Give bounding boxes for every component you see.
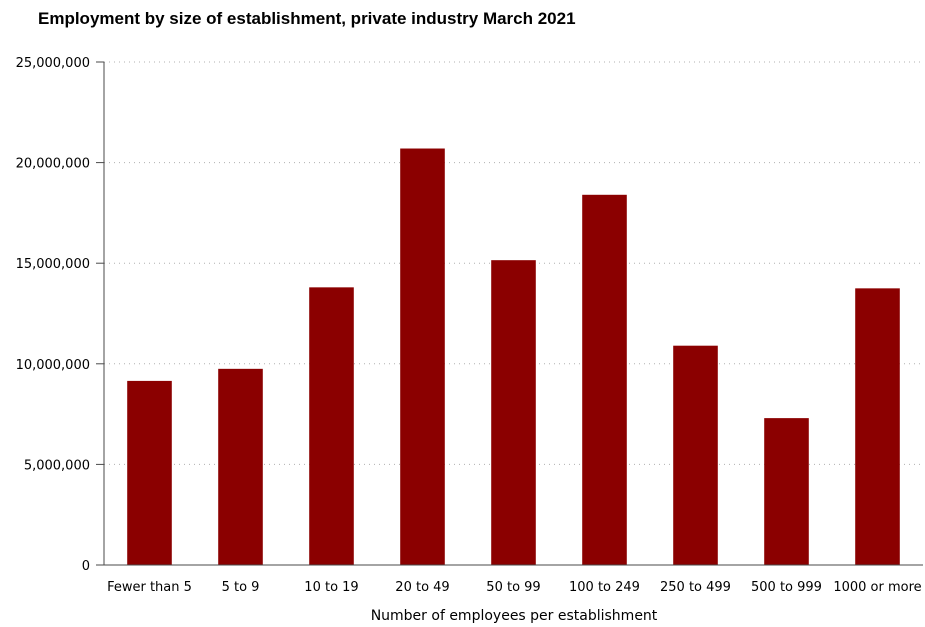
x-tick-label: 250 to 499 bbox=[660, 580, 731, 595]
bar bbox=[127, 380, 172, 565]
x-tick-label: Fewer than 5 bbox=[107, 580, 192, 595]
y-tick-label: 15,000,000 bbox=[16, 257, 90, 272]
x-tick-label: 10 to 19 bbox=[304, 580, 358, 595]
bar bbox=[673, 345, 718, 565]
y-tick-label: 0 bbox=[82, 559, 90, 574]
y-axis-ticks: 0 5,000,000 10,000,000 15,000,000 20,000,000… bbox=[16, 56, 104, 574]
y-tick-label: 5,000,000 bbox=[24, 458, 90, 473]
bar bbox=[218, 368, 263, 565]
chart-title: Employment by size of establishment, pri… bbox=[38, 9, 576, 28]
x-tick-label: 1000 or more bbox=[833, 580, 921, 595]
bar bbox=[309, 287, 354, 565]
y-tick-label: 10,000,000 bbox=[16, 358, 90, 373]
bar bbox=[582, 194, 627, 566]
x-tick-label: 500 to 999 bbox=[751, 580, 822, 595]
y-tick-label: 20,000,000 bbox=[16, 157, 90, 172]
bar bbox=[400, 148, 445, 566]
x-tick-label: 50 to 99 bbox=[486, 580, 540, 595]
x-axis-label: Number of employees per establishment bbox=[371, 608, 658, 624]
bars bbox=[127, 148, 900, 566]
y-tick-label: 25,000,000 bbox=[16, 56, 90, 71]
x-tick-label: 5 to 9 bbox=[222, 580, 260, 595]
x-tick-label: 100 to 249 bbox=[569, 580, 640, 595]
x-tick-label: 20 to 49 bbox=[395, 580, 449, 595]
x-axis-ticks: Fewer than 5 5 to 9 10 to 19 20 to 49 50 to … bbox=[107, 580, 922, 595]
bar bbox=[491, 260, 536, 565]
bar bbox=[855, 288, 900, 565]
bar bbox=[764, 418, 809, 565]
